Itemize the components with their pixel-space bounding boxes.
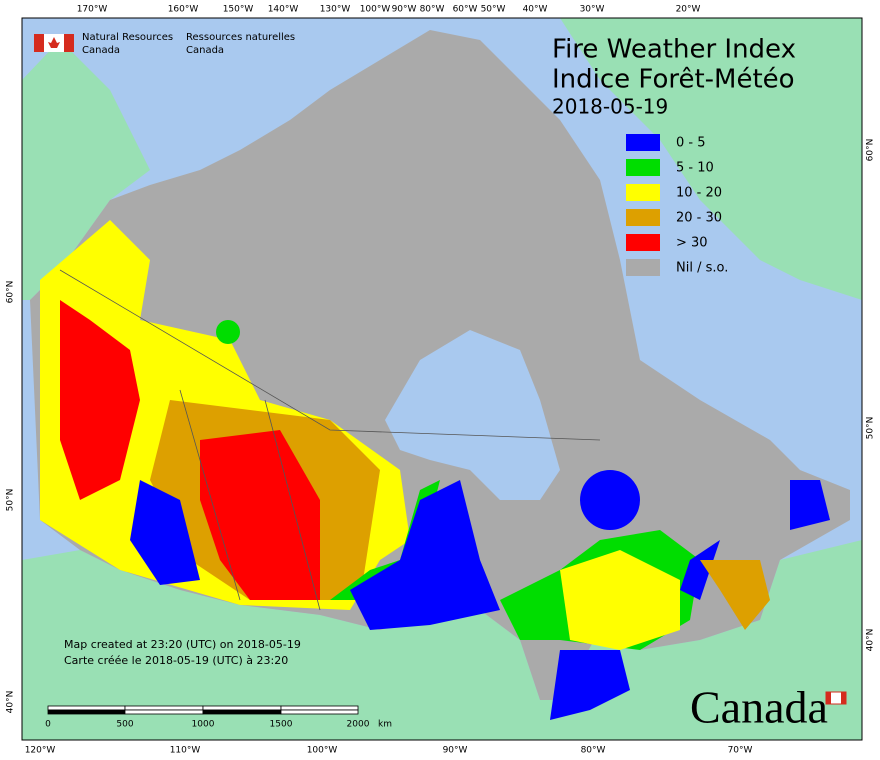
lon-label: 30°W [580, 5, 605, 15]
lon-label: 100°W [360, 5, 391, 15]
map-frame [21, 17, 863, 741]
lon-label: 110°W [170, 746, 201, 756]
scale-segment [202, 709, 282, 715]
legend-label: 0 - 5 [676, 136, 706, 151]
scale-segment [47, 705, 126, 711]
agency-en: Canada [82, 45, 120, 56]
legend-swatch [626, 259, 660, 276]
lon-label: 80°W [581, 746, 606, 756]
zone-0-5-quebec [580, 470, 640, 530]
lat-label: 50°N [6, 489, 16, 512]
zone-over-30-west [60, 300, 140, 500]
scale-segment [124, 705, 204, 711]
province-border [264, 399, 321, 611]
lon-label: 50°W [481, 5, 506, 15]
scale-label: 2000 [347, 720, 370, 730]
wordmark: Canada [690, 682, 828, 733]
legend-label: Nil / s.o. [676, 261, 728, 276]
scale-unit: km [378, 720, 392, 730]
agency-en: Natural Resources [82, 32, 173, 43]
legend-swatch [626, 134, 660, 151]
lon-label: 90°W [443, 746, 468, 756]
date: 2018-05-19 [552, 95, 668, 119]
lat-label: 40°N [6, 691, 16, 714]
legend-swatch [626, 209, 660, 226]
scale-segment [124, 709, 204, 715]
lon-label: 40°W [523, 5, 548, 15]
lon-label: 160°W [168, 5, 199, 15]
lat-label: 60°N [866, 139, 876, 162]
lon-label: 100°W [307, 746, 338, 756]
hudson-bay [385, 330, 560, 500]
zone-0-5-newfoundland [790, 480, 830, 530]
zone-20-30-maritimes [700, 560, 770, 630]
agency-fr: Ressources naturelles [186, 32, 295, 43]
lon-label: 170°W [77, 5, 108, 15]
lon-label: 70°W [728, 746, 753, 756]
maple-leaf [48, 37, 60, 48]
alaska [22, 40, 150, 300]
title: Fire Weather Index [552, 35, 796, 65]
scale-label: 0 [45, 720, 51, 730]
lon-label: 140°W [268, 5, 299, 15]
lon-label: 130°W [320, 5, 351, 15]
zone-over-30 [200, 430, 320, 600]
lon-label: 90°W [392, 5, 417, 15]
zone-5-10-north [216, 320, 240, 344]
scale-segment [47, 709, 126, 715]
lat-label: 50°N [866, 417, 876, 440]
scale-segment [280, 705, 359, 711]
frame-border [21, 17, 863, 741]
zone-0-5-east [680, 540, 720, 600]
flag-bar [841, 692, 846, 704]
zone-0-5-south [550, 650, 630, 720]
lat-label: 60°N [6, 281, 16, 304]
flag-bar [64, 34, 74, 52]
title: Indice Forêt-Météo [552, 65, 795, 95]
flag-bar [34, 34, 44, 52]
scale-label: 1500 [270, 720, 293, 730]
lat-label: 40°N [866, 629, 876, 652]
lon-label: 80°W [420, 5, 445, 15]
zone-0-5-west [130, 480, 200, 585]
lon-label: 60°W [453, 5, 478, 15]
lon-label: 20°W [676, 5, 701, 15]
legend-swatch [626, 159, 660, 176]
scale-label: 500 [116, 720, 133, 730]
usa [22, 540, 862, 740]
greenland [560, 18, 862, 300]
scale-label: 1000 [192, 720, 215, 730]
flag-bar [826, 692, 831, 704]
flag [34, 34, 74, 52]
scale-segment [280, 709, 359, 715]
legend-label: 5 - 10 [676, 161, 714, 176]
scale-segment [202, 705, 282, 711]
legend-swatch [626, 184, 660, 201]
legend-label: > 30 [676, 236, 708, 251]
zone-10-20-quebec [560, 550, 680, 650]
footnote: Carte créée le 2018-05-19 (UTC) à 23:20 [64, 654, 288, 667]
legend-swatch [626, 234, 660, 251]
zone-0-5-ontario [350, 480, 500, 630]
wordmark-flag [825, 691, 847, 705]
agency-fr: Canada [186, 45, 224, 56]
lon-label: 150°W [223, 5, 254, 15]
lon-label: 120°W [25, 746, 56, 756]
province-border [59, 269, 601, 441]
legend-label: 20 - 30 [676, 211, 722, 226]
footnote: Map created at 23:20 (UTC) on 2018-05-19 [64, 638, 301, 651]
province-border [179, 389, 241, 601]
legend-label: 10 - 20 [676, 186, 722, 201]
